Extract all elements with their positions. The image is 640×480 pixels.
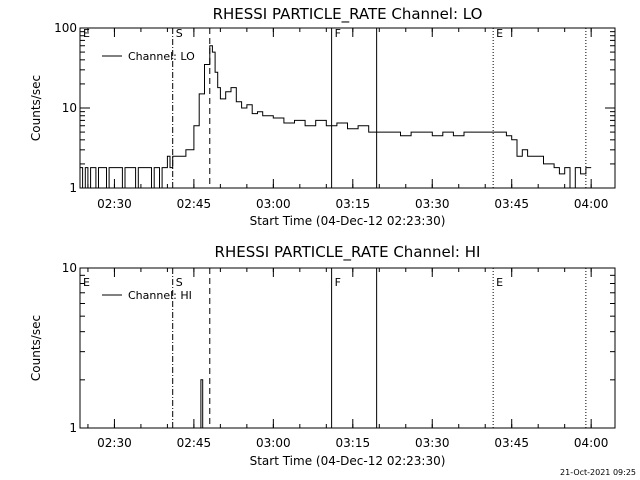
series-line-lo [80,45,592,189]
x-tick-label: 03:45 [494,197,529,211]
x-tick-label: 02:30 [97,197,132,211]
x-tick-label: 03:45 [494,436,529,450]
chart-title: RHESSI PARTICLE_RATE Channel: LO [213,5,483,24]
event-marker-label: F [335,27,341,40]
y-tick-label: 1 [69,181,77,195]
x-tick-label: 02:45 [177,197,212,211]
hi-channel-panel: RHESSI PARTICLE_RATE Channel: HI 02:30 02:… [29,243,616,468]
x-tick-label: 04:00 [574,197,609,211]
y-axis-label: Counts/sec [29,315,43,381]
footer-timestamp: 21-Oct-2021 09:25 [560,468,636,477]
y-tick-label: 1 [69,421,77,435]
y-tick-label: 10 [62,101,77,115]
series-line-hi [199,379,207,429]
event-marker-label: E [496,276,503,289]
legend-label: Channel: LO [128,50,195,63]
x-tick-label: 03:00 [256,436,291,450]
x-tick-label: 03:15 [336,197,371,211]
lo-channel-panel: RHESSI PARTICLE_RATE Channel: LO 02:30 02:… [29,5,616,228]
x-tick-label: 04:00 [574,436,609,450]
event-marker-label: E [83,276,90,289]
y-tick-label: 100 [54,21,77,35]
chart-title: RHESSI PARTICLE_RATE Channel: HI [215,243,481,262]
event-marker-label: F [335,276,341,289]
x-axis-label: Start Time (04-Dec-12 02:23:30) [250,214,446,228]
y-axis-label: Counts/sec [29,75,43,141]
event-marker-label: S [176,276,183,289]
event-marker-label: E [496,27,503,40]
x-tick-label: 03:30 [415,197,450,211]
x-tick-label: 03:00 [256,197,291,211]
x-tick-label: 03:15 [336,436,371,450]
x-tick-label: 02:45 [177,436,212,450]
y-tick-label: 10 [62,261,77,275]
event-marker-label: S [176,27,183,40]
x-tick-label: 03:30 [415,436,450,450]
plot-frame [79,267,616,429]
x-axis-label: Start Time (04-Dec-12 02:23:30) [250,454,446,468]
legend-label: Channel: HI [128,289,192,302]
event-marker-label: E [83,27,90,40]
x-tick-label: 02:30 [97,436,132,450]
